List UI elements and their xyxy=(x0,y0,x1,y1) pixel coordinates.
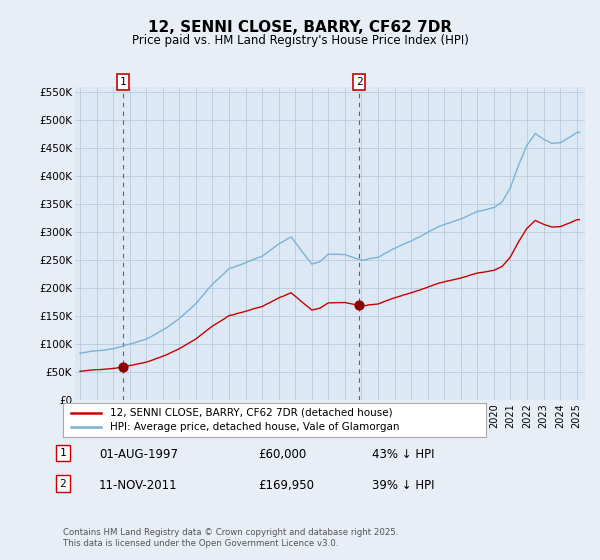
Text: 39% ↓ HPI: 39% ↓ HPI xyxy=(372,479,434,492)
Text: 1: 1 xyxy=(59,448,67,458)
Text: HPI: Average price, detached house, Vale of Glamorgan: HPI: Average price, detached house, Vale… xyxy=(110,422,399,432)
Text: Price paid vs. HM Land Registry's House Price Index (HPI): Price paid vs. HM Land Registry's House … xyxy=(131,34,469,46)
Text: 12, SENNI CLOSE, BARRY, CF62 7DR (detached house): 12, SENNI CLOSE, BARRY, CF62 7DR (detach… xyxy=(110,408,392,418)
Text: 1: 1 xyxy=(119,77,126,87)
Text: £169,950: £169,950 xyxy=(258,479,314,492)
Text: £60,000: £60,000 xyxy=(258,448,306,461)
Text: 43% ↓ HPI: 43% ↓ HPI xyxy=(372,448,434,461)
Point xyxy=(118,362,127,371)
Point xyxy=(355,301,364,310)
Text: 12, SENNI CLOSE, BARRY, CF62 7DR: 12, SENNI CLOSE, BARRY, CF62 7DR xyxy=(148,20,452,35)
Text: 2: 2 xyxy=(59,479,67,489)
Text: 11-NOV-2011: 11-NOV-2011 xyxy=(99,479,178,492)
Text: Contains HM Land Registry data © Crown copyright and database right 2025.
This d: Contains HM Land Registry data © Crown c… xyxy=(63,528,398,548)
Text: 2: 2 xyxy=(356,77,362,87)
Text: 01-AUG-1997: 01-AUG-1997 xyxy=(99,448,178,461)
